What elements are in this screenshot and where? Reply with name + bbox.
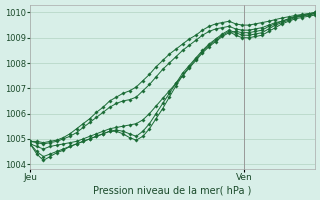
X-axis label: Pression niveau de la mer( hPa ): Pression niveau de la mer( hPa ) — [93, 185, 252, 195]
